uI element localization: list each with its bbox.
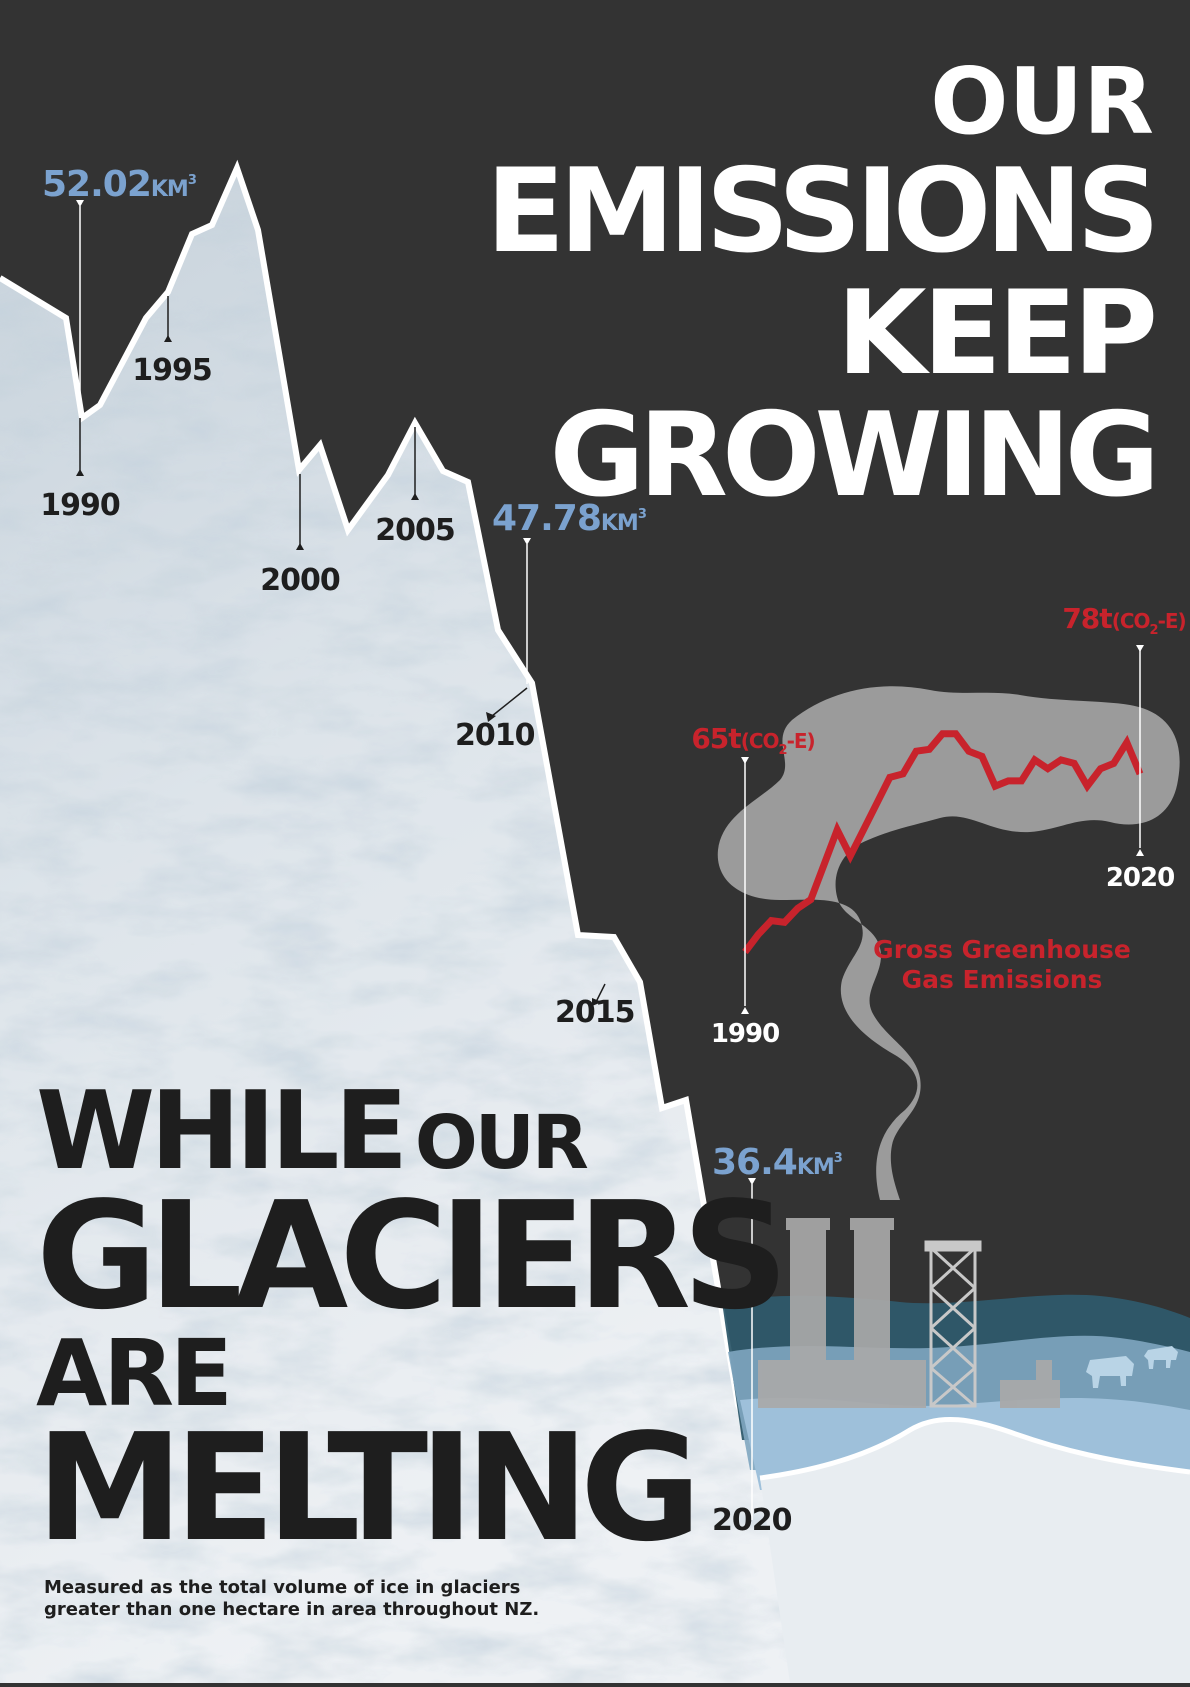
glacier-tick-label: 2005 [375, 513, 455, 548]
glacier-tick-label: 2000 [260, 563, 340, 598]
headline-top: OUR EMISSIONS KEEP GROWING [486, 56, 1154, 514]
headline-bottom-melting: MELTING [36, 1414, 780, 1562]
glacier-tick-label: 1990 [40, 488, 120, 523]
footnote-line2: greater than one hectare in area through… [44, 1599, 539, 1621]
emissions-title-line2: Gas Emissions [902, 965, 1103, 994]
chimney-left [790, 1228, 826, 1378]
factory-building [758, 1360, 926, 1408]
glacier-unit-sup: 3 [834, 1151, 843, 1166]
emissions-tick-start: 1990 [711, 1019, 779, 1049]
emissions-title-line1: Gross Greenhouse [873, 935, 1131, 964]
headline-top-line2: EMISSIONS [486, 154, 1154, 270]
emissions-end-label-value: 78t [1062, 602, 1112, 635]
factory-silo [1036, 1360, 1052, 1384]
emissions-end-tick-arrow [1136, 849, 1144, 856]
chimney-left-cap [786, 1218, 830, 1230]
headline-top-line1: OUR [486, 56, 1154, 148]
emissions-start-tick-arrow [741, 1007, 749, 1014]
glacier-unit: KM [151, 177, 188, 202]
chimney-right-cap [850, 1218, 894, 1230]
chimney-right [854, 1228, 890, 1378]
headline-bottom: WHILE OUR GLACIERS ARE MELTING [36, 1078, 780, 1562]
headline-bottom-glaciers: GLACIERS [36, 1182, 780, 1330]
factory-wing [1000, 1380, 1060, 1408]
emissions-start-label-tail: -E) [787, 729, 815, 753]
emissions-start-label-unit: (CO [741, 729, 779, 753]
emissions-start-label-value: 65t [691, 722, 741, 755]
glacier-value-label: 52.02KM3 [42, 164, 197, 205]
footnote: Measured as the total volume of ice in g… [44, 1577, 539, 1620]
glacier-value: 52.02 [42, 164, 151, 205]
emissions-end-label-unit: (CO [1112, 609, 1150, 633]
glacier-tick-label: 1995 [132, 353, 212, 388]
headline-top-line3: KEEP [486, 276, 1154, 392]
glacier-value-arrow [523, 538, 531, 545]
emissions-start-label-sub: 2 [779, 743, 787, 758]
glacier-unit: KM [797, 1155, 834, 1180]
footnote-line1: Measured as the total volume of ice in g… [44, 1577, 539, 1599]
emissions-end-label: 78t(CO2-E) [1062, 602, 1185, 638]
glacier-tick-label: 2010 [455, 718, 535, 753]
emissions-end-label-tail: -E) [1158, 609, 1186, 633]
emissions-end-label-sub: 2 [1150, 623, 1158, 638]
emissions-tick-end: 2020 [1106, 863, 1174, 893]
headline-top-line4: GROWING [486, 398, 1154, 514]
glacier-unit-sup: 3 [188, 173, 197, 188]
